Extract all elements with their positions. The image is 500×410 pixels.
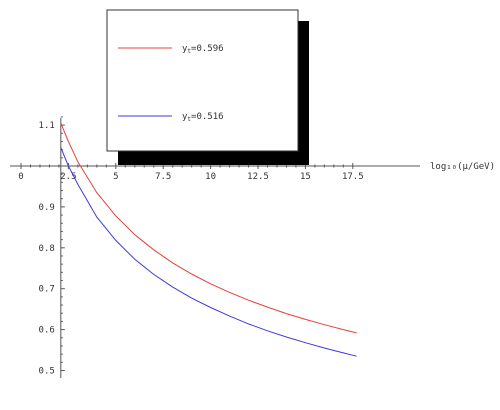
legend-label-0-base: y: [182, 44, 188, 54]
legend-label-1: yt=0.516: [182, 112, 224, 123]
y-tick-label-5: 1.1: [39, 121, 55, 131]
x-tick-label-5: 12.5: [247, 172, 269, 182]
x-tick-label-4: 10: [205, 172, 216, 182]
series-line-1: [60, 147, 357, 357]
x-tick-label-3: 7.5: [155, 172, 171, 182]
y-tick-label-0: 0.5: [39, 367, 55, 377]
legend: yt=0.596 yt=0.516: [106, 9, 309, 165]
series-layer: [60, 122, 357, 357]
legend-label-0: yt=0.596: [182, 44, 224, 55]
legend-label-1-base: y: [182, 112, 188, 122]
legend-box: [106, 9, 299, 152]
x-tick-label-6: 15: [300, 172, 311, 182]
legend-label-0-sub: t: [187, 48, 191, 55]
y-tick-label-2: 0.7: [39, 285, 55, 295]
series-line-0: [60, 122, 357, 334]
x-tick-label-7: 17.5: [342, 172, 364, 182]
x-axis-label: log₁₀(μ/GeV): [430, 162, 495, 172]
x-tick-label-1: 2.5: [60, 172, 76, 182]
x-tick-label-2: 5: [113, 172, 118, 182]
legend-label-1-sub: t: [187, 116, 191, 123]
y-tick-label-3: 0.8: [39, 244, 55, 254]
legend-label-0-value: =0.596: [191, 44, 224, 54]
legend-label-1-value: =0.516: [191, 112, 224, 122]
y-tick-label-4: 0.9: [39, 203, 55, 213]
y-tick-label-1: 0.6: [39, 326, 55, 336]
x-tick-label-0: 0: [18, 172, 23, 182]
